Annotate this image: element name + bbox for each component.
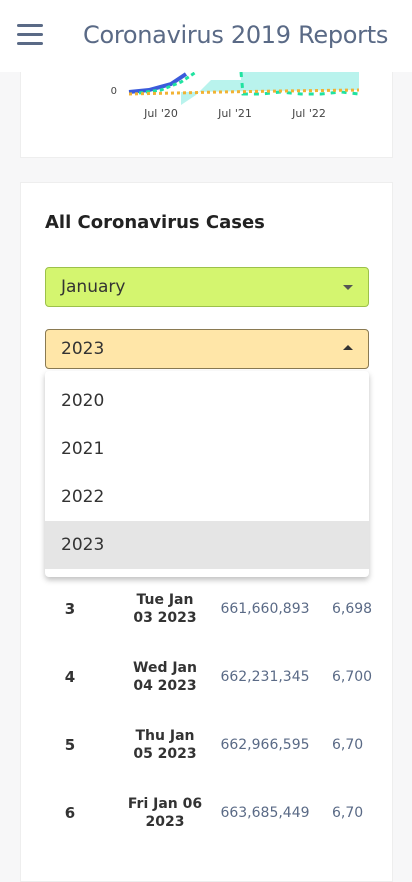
row-total-cases: 662,966,595 — [220, 737, 310, 753]
chart-x-tick: Jul '22 — [291, 107, 326, 120]
row-date-line1: Wed Jan — [133, 660, 197, 676]
table-row: 3 Tue Jan 03 2023 661,660,893 6,698 — [20, 575, 393, 643]
hamburger-menu-icon[interactable] — [14, 21, 46, 51]
row-total-cases: 661,660,893 — [220, 601, 310, 617]
chart-y-tick: 0 — [111, 86, 117, 97]
row-date-line2: 2023 — [145, 814, 185, 830]
row-date-line2: 05 2023 — [133, 746, 197, 762]
year-option[interactable]: 2021 — [61, 439, 105, 459]
table-row: 6 Fri Jan 06 2023 663,685,449 6,70 — [20, 779, 393, 847]
row-date-line1: Tue Jan — [136, 592, 194, 608]
chart-area — [181, 72, 359, 105]
row-date: Wed Jan 04 2023 — [120, 659, 210, 695]
year-select[interactable]: 2023 — [45, 329, 369, 369]
cases-line-chart: 0 Jul '20 Jul '21 Jul '22 — [111, 70, 360, 120]
row-number: 5 — [64, 736, 76, 754]
row-date-line1: Fri Jan 06 — [127, 796, 203, 812]
row-date-line1: Thu Jan — [135, 728, 195, 744]
row-date: Fri Jan 06 2023 — [120, 795, 210, 831]
chevron-down-icon — [343, 285, 353, 290]
chart-series-line — [128, 72, 188, 94]
chart-series-line — [239, 71, 360, 96]
app-title: Coronavirus 2019 Reports — [83, 21, 389, 49]
row-number: 3 — [64, 600, 76, 618]
app-header: Coronavirus 2019 Reports — [0, 0, 412, 72]
chevron-up-icon — [343, 345, 353, 350]
year-option[interactable]: 2020 — [61, 391, 105, 411]
row-date: Tue Jan 03 2023 — [120, 591, 210, 627]
row-total-cases: 663,685,449 — [220, 805, 310, 821]
row-deaths: 6,700 — [332, 669, 373, 685]
chart-x-tick: Jul '20 — [143, 107, 178, 120]
row-date-line2: 04 2023 — [133, 678, 197, 694]
chart-series-line — [138, 70, 197, 95]
year-dropdown-menu: 2020 2021 2022 2023 — [45, 371, 369, 577]
table-row: 4 Wed Jan 04 2023 662,231,345 6,700 — [20, 643, 393, 711]
month-select[interactable]: January — [45, 267, 369, 307]
cases-title: All Coronavirus Cases — [45, 212, 265, 233]
year-option[interactable]: 2022 — [61, 487, 105, 507]
row-date-line2: 03 2023 — [133, 610, 197, 626]
row-deaths: 6,698 — [332, 601, 373, 617]
row-deaths: 6,70 — [332, 737, 364, 753]
row-number: 6 — [64, 804, 76, 822]
chart-x-tick: Jul '21 — [217, 107, 252, 120]
year-option-selected[interactable]: 2023 — [45, 521, 369, 569]
table-row: 5 Thu Jan 05 2023 662,966,595 6,70 — [20, 711, 393, 779]
chart-series-line — [128, 88, 360, 96]
row-total-cases: 662,231,345 — [220, 669, 310, 685]
row-date: Thu Jan 05 2023 — [120, 727, 210, 763]
month-select-value: January — [61, 277, 126, 297]
row-number: 4 — [64, 668, 76, 686]
row-deaths: 6,70 — [332, 805, 364, 821]
year-select-value: 2023 — [61, 339, 105, 359]
